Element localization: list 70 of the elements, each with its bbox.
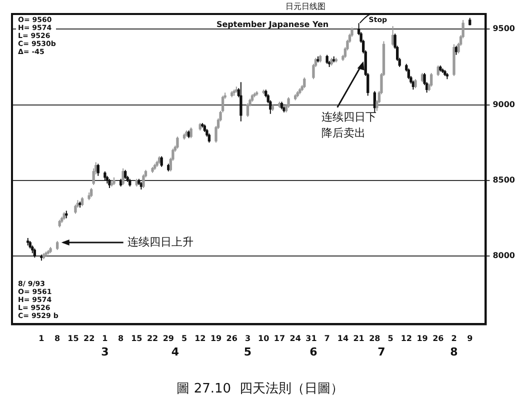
candlestick [430, 72, 433, 88]
x-tick-label: 15 [68, 334, 80, 344]
x-tick-label: 1 [102, 334, 108, 344]
candlestick [201, 122, 204, 128]
candlestick [128, 178, 132, 187]
x-tick-label: 17 [274, 334, 286, 344]
caption: 圖 27.10 四天法則（日圖） [176, 381, 344, 396]
x-tick-label: 5 [181, 334, 188, 344]
y-tick-label: 8000 [492, 251, 516, 260]
x-tick-label: 9 [467, 334, 474, 344]
y-tick-label: 9500 [492, 24, 516, 34]
x2-tick-label: 5 [244, 345, 252, 358]
y-tick-label: 8500 [492, 176, 516, 185]
x-tick-label: 8 [54, 334, 61, 344]
x-tick-label: 8 [118, 334, 124, 344]
candlestick [185, 130, 188, 138]
candlestick [112, 176, 116, 186]
x2-tick-label: 3 [101, 345, 109, 358]
annotation: 连续四日下降后卖出 [321, 110, 376, 140]
candlestick [208, 133, 211, 144]
candlestick [124, 169, 127, 180]
x-tick-label: 1 [38, 334, 45, 344]
x-tick-label: 14 [337, 334, 349, 344]
x-tick-label: 2 [451, 334, 457, 344]
candlestick [104, 170, 106, 181]
x-tick-label: 3 [244, 334, 251, 344]
x-tick-label: 12 [194, 334, 206, 344]
x-tick-label: 29 [162, 334, 174, 344]
candlestick [190, 126, 192, 139]
candlestick [138, 178, 140, 186]
x-tick-label: 31 [306, 334, 318, 344]
x-tick-label: 26 [432, 334, 444, 344]
x-tick-label: 22 [83, 334, 95, 344]
x2-tick-label: 7 [378, 345, 386, 358]
candlestick [240, 82, 242, 122]
annotation: 连续四日上升 [127, 235, 194, 248]
candlestick [176, 136, 179, 150]
candlestick [446, 72, 449, 80]
x-tick-label: 24 [290, 334, 302, 344]
candlestick [303, 77, 306, 89]
y-tick-label: 9000 [492, 100, 516, 109]
candlestick [151, 166, 154, 174]
x-tick-label: 28 [369, 334, 381, 344]
x-tick-label: 22 [146, 334, 158, 344]
candlestick [108, 178, 111, 189]
candlestick [414, 78, 417, 89]
text: September Japanese Yen [216, 20, 329, 30]
x2-tick-label: 6 [310, 345, 318, 358]
x-tick-label: 21 [353, 334, 365, 344]
chart-subtitle: 日元日线图 [286, 2, 326, 12]
candlestick [287, 96, 290, 108]
x2-tick-label: 8 [450, 345, 458, 358]
candlestick [407, 68, 410, 80]
candlestick [326, 54, 328, 64]
candlestick [156, 160, 158, 168]
x-tick-label: 7 [324, 334, 330, 344]
x-tick-label: 19 [416, 334, 428, 344]
candlestick [452, 44, 456, 77]
x2-tick-label: 4 [171, 345, 180, 358]
x-tick-label: 19 [210, 334, 222, 344]
candlestick [122, 168, 124, 186]
candlestick [444, 69, 446, 77]
candlestick [439, 64, 442, 72]
x-tick-label: 5 [388, 334, 394, 344]
x-tick-label: 12 [400, 334, 412, 344]
x-tick-label: 15 [131, 334, 143, 344]
candlestick [142, 174, 145, 189]
candlestick [253, 92, 256, 98]
x-tick-label: 10 [258, 334, 270, 344]
x-tick-label: 26 [226, 334, 238, 344]
